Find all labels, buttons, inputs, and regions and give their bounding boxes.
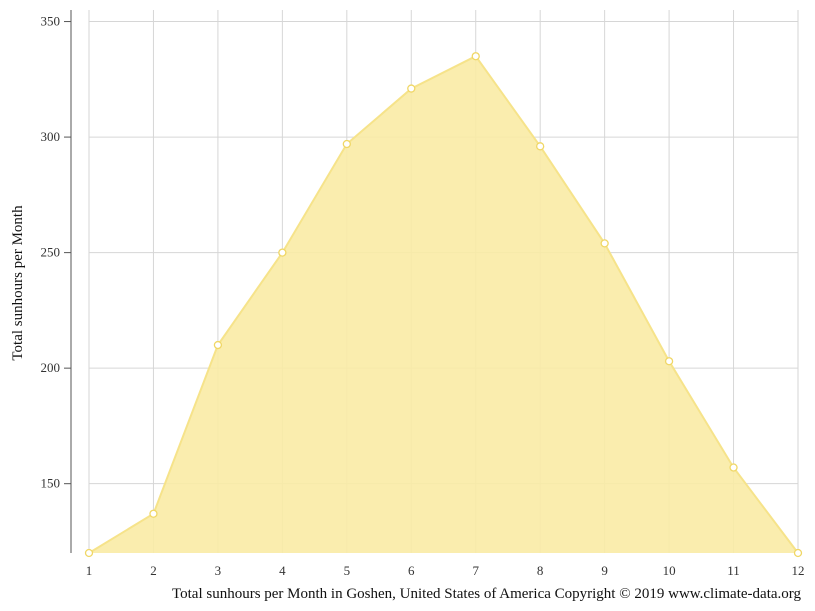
- x-tick-label-3: 3: [215, 563, 222, 578]
- data-point-month-9: [600, 239, 609, 248]
- x-tick-label-6: 6: [408, 563, 415, 578]
- y-tick-label-300: 300: [41, 129, 61, 144]
- x-tick-label-10: 10: [663, 563, 676, 578]
- x-tick-label-11: 11: [727, 563, 740, 578]
- data-point-month-5: [342, 139, 351, 149]
- data-point-month-10: [664, 357, 674, 366]
- data-point-month-7: [471, 52, 480, 61]
- data-point-month-11: [729, 463, 738, 472]
- data-point-month-12: [793, 548, 803, 558]
- data-points: [84, 52, 803, 558]
- data-point-month-2: [149, 509, 158, 518]
- y-tick-labels: 150 200 250 300 350: [41, 14, 71, 491]
- x-tick-label-8: 8: [537, 563, 544, 578]
- x-tick-label-9: 9: [601, 563, 608, 578]
- y-tick-label-250: 250: [41, 245, 61, 260]
- x-tick-label-1: 1: [86, 563, 93, 578]
- data-point-month-8: [536, 142, 545, 151]
- y-tick-label-350: 350: [41, 14, 61, 29]
- sunhours-line: [88, 54, 799, 554]
- x-tick-label-5: 5: [344, 563, 351, 578]
- y-tick-label-200: 200: [41, 360, 61, 375]
- x-tick-label-12: 12: [792, 563, 805, 578]
- y-tick-label-150: 150: [41, 476, 61, 491]
- chart-caption: Total sunhours per Month in Goshen, Unit…: [172, 586, 801, 602]
- data-point-month-6: [407, 84, 416, 93]
- data-point-month-4: [278, 248, 287, 257]
- x-tick-label-2: 2: [150, 563, 157, 578]
- x-tick-labels: 1 2 3 4 5 6 7 8 9 10 11 12: [86, 563, 805, 578]
- data-point-month-1: [84, 548, 94, 558]
- y-axis-title: Total sunhours per Month: [10, 205, 26, 361]
- x-tick-label-4: 4: [279, 563, 286, 578]
- data-point-month-3: [213, 340, 223, 350]
- sunhours-area: [89, 56, 798, 553]
- x-tick-label-7: 7: [472, 563, 479, 578]
